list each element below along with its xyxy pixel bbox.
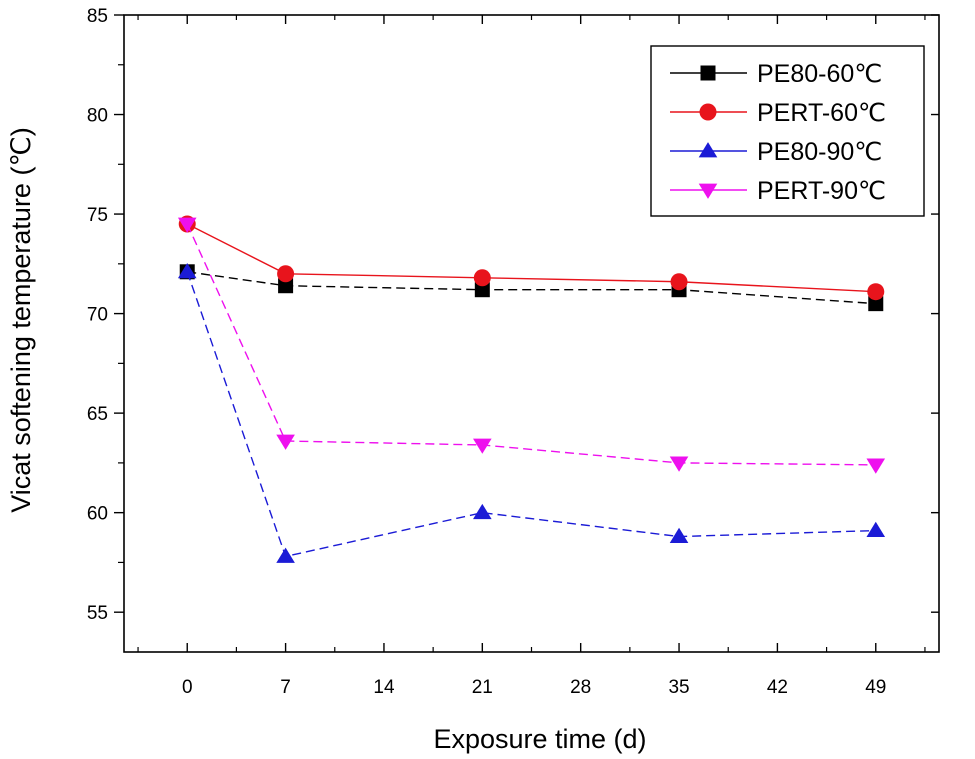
data-point <box>473 438 492 454</box>
legend-item: PERT-90℃ <box>670 177 886 205</box>
legend-box <box>650 45 925 217</box>
data-point <box>277 265 295 283</box>
data-point <box>669 527 689 543</box>
y-axis-ticks: 55 60 65 70 75 80 85 <box>87 6 939 624</box>
data-point <box>868 296 884 312</box>
y-tick-label: 85 <box>87 6 108 27</box>
legend-item: PE80-90℃ <box>670 138 882 166</box>
data-point <box>278 278 294 294</box>
y-tick-label: 65 <box>87 404 108 425</box>
data-point <box>473 503 492 520</box>
x-tick-label: 0 <box>182 677 193 698</box>
legend-marker <box>700 65 716 81</box>
legend-label: PE80-90℃ <box>757 138 882 166</box>
series-line <box>186 223 876 466</box>
x-tick-label: 42 <box>767 677 788 698</box>
y-axis-title: Vicat softening temperature (℃) <box>6 127 36 513</box>
x-tick-label: 7 <box>280 677 291 698</box>
y-tick-label: 75 <box>87 205 108 226</box>
legend-item: PE80-60℃ <box>670 60 882 88</box>
data-point <box>473 269 491 287</box>
data-point <box>867 283 885 301</box>
legend-item: PERT-60℃ <box>670 99 886 127</box>
x-axis-title: Exposure time (d) <box>433 724 646 754</box>
y-tick-label: 60 <box>87 504 108 525</box>
x-tick-label: 35 <box>668 677 689 698</box>
data-point <box>669 456 689 472</box>
legend-label: PERT-60℃ <box>757 99 886 127</box>
legend-marker <box>698 183 718 199</box>
data-point <box>177 217 197 233</box>
series-2 <box>177 262 886 563</box>
x-tick-label: 14 <box>373 677 395 698</box>
legend-label: PE80-60℃ <box>757 60 882 88</box>
x-tick-label: 49 <box>865 677 886 698</box>
data-point <box>670 273 688 291</box>
legend: PE80-60℃ PERT-60℃ PE80-90℃ PERT-90℃ <box>650 45 925 217</box>
x-tick-label: 28 <box>570 677 591 698</box>
x-axis-ticks: 0 7 14 21 28 35 42 49 <box>137 15 926 698</box>
data-point <box>866 521 886 537</box>
data-point <box>866 458 886 474</box>
x-tick-label: 21 <box>472 677 493 698</box>
data-point <box>276 434 295 450</box>
series-3 <box>177 217 886 474</box>
y-tick-label: 55 <box>87 603 108 624</box>
legend-marker <box>699 103 717 121</box>
legend-label: PERT-90℃ <box>757 177 886 205</box>
series-layer <box>177 215 886 563</box>
y-tick-label: 70 <box>87 305 108 326</box>
data-point <box>276 547 295 563</box>
legend-marker <box>698 142 718 158</box>
y-tick-label: 80 <box>87 106 108 127</box>
data-point <box>177 262 197 279</box>
data-point <box>474 282 490 298</box>
series-line <box>186 271 876 558</box>
